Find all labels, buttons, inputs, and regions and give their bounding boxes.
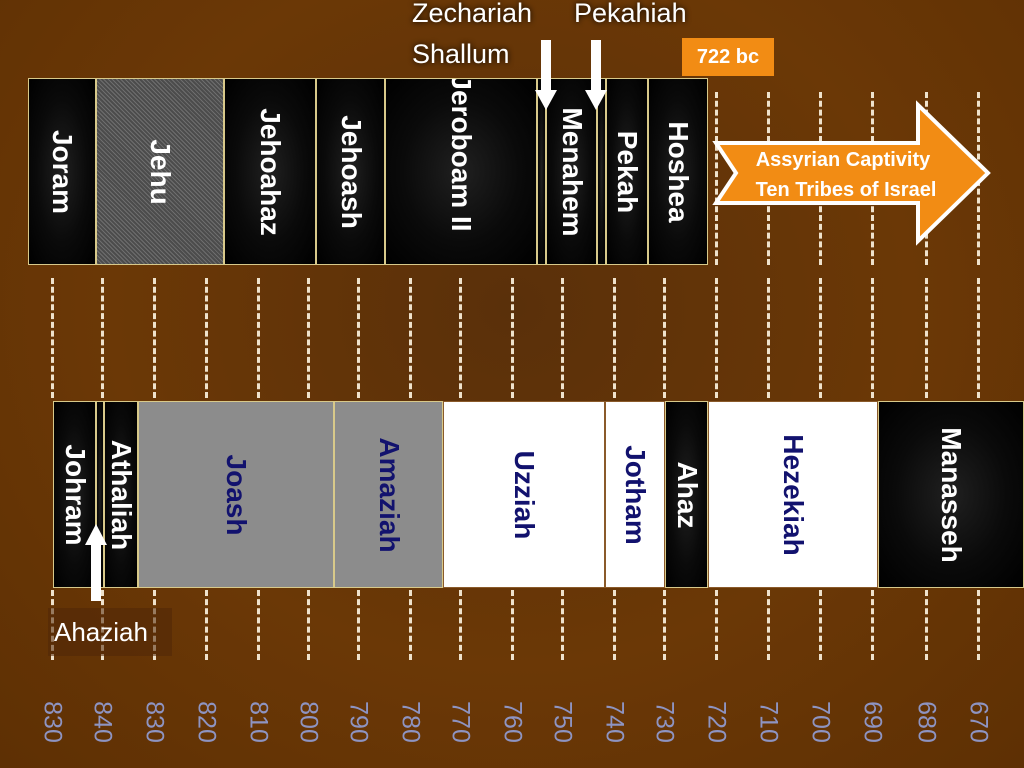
- axis-tick-label: 840: [88, 701, 117, 743]
- ahaziah-arrow: [85, 524, 107, 601]
- year-gridline: [51, 278, 54, 398]
- year-gridline: [663, 590, 666, 660]
- year-gridline: [925, 590, 928, 660]
- axis-tick-label: 700: [806, 701, 835, 743]
- year-gridline: [409, 278, 412, 398]
- year-gridline: [819, 278, 822, 398]
- year-gridline: [459, 590, 462, 660]
- axis-tick-label: 680: [912, 701, 941, 743]
- israel-king-block: Jeroboam II: [385, 78, 537, 265]
- year-gridline: [925, 278, 928, 398]
- axis-tick-label: 720: [702, 701, 731, 743]
- year-gridline: [409, 590, 412, 660]
- year-gridline: [101, 278, 104, 398]
- year-gridline: [153, 278, 156, 398]
- axis-tick-label: 730: [650, 701, 679, 743]
- year-gridline: [715, 92, 718, 265]
- axis-tick-label: 790: [344, 701, 373, 743]
- israel-king-block: Menahem: [546, 78, 597, 265]
- israel-king-block: [597, 78, 606, 265]
- axis-tick-label: 760: [498, 701, 527, 743]
- year-gridline: [767, 278, 770, 398]
- assyrian-captivity-arrow: Assyrian Captivity Ten Tribes of Israel: [712, 100, 991, 246]
- year-gridline: [511, 590, 514, 660]
- judah-king-block: Ahaz: [665, 401, 708, 588]
- captivity-line-2: Ten Tribes of Israel: [756, 179, 937, 201]
- year-gridline: [613, 278, 616, 398]
- year-gridline: [561, 590, 564, 660]
- year-gridline: [511, 278, 514, 398]
- year-gridline: [715, 590, 718, 660]
- axis-tick-label: 810: [244, 701, 273, 743]
- judah-king-block: Joash: [138, 401, 334, 588]
- year-gridline: [357, 278, 360, 398]
- zechariah-label: Zechariah: [412, 0, 533, 28]
- judah-king-block: Johram: [53, 401, 96, 588]
- year-gridline: [977, 278, 980, 398]
- year-gridline: [715, 278, 718, 398]
- israel-king-block: Pekah: [606, 78, 648, 265]
- judah-king-block: Hezekiah: [708, 401, 878, 588]
- axis-tick-label: 780: [396, 701, 425, 743]
- year-gridline: [307, 278, 310, 398]
- axis-tick-label: 710: [754, 701, 783, 743]
- axis-tick-label: 830: [38, 701, 67, 743]
- year-gridline: [977, 590, 980, 660]
- year-gridline: [205, 590, 208, 660]
- ahaziah-label: Ahaziah: [48, 608, 172, 656]
- axis-tick-label: 830: [140, 701, 169, 743]
- israel-king-block: Jehoahaz: [224, 78, 316, 265]
- year-gridline: [257, 278, 260, 398]
- year-gridline: [871, 278, 874, 398]
- judah-king-block: Uzziah: [443, 401, 605, 588]
- zechariah-shallum-arrow: [535, 40, 557, 110]
- israel-king-block: Jehoash: [316, 78, 385, 265]
- axis-tick-label: 800: [294, 701, 323, 743]
- year-gridline: [819, 590, 822, 660]
- year-gridline: [871, 590, 874, 660]
- judah-king-block: Manasseh: [878, 401, 1024, 588]
- shallum-label: Shallum: [412, 39, 510, 69]
- axis-tick-label: 740: [600, 701, 629, 743]
- pekahiah-arrow: [585, 40, 607, 110]
- year-gridline: [257, 590, 260, 660]
- pekahiah-label: Pekahiah: [574, 0, 687, 28]
- year-gridline: [561, 278, 564, 398]
- captivity-line-1: Assyrian Captivity: [756, 149, 931, 171]
- year-gridline: [613, 590, 616, 660]
- year-722-badge: 722 bc: [682, 38, 774, 76]
- israel-king-block: Hoshea: [648, 78, 708, 265]
- year-gridline: [459, 278, 462, 398]
- year-gridline: [767, 590, 770, 660]
- axis-tick-label: 820: [192, 701, 221, 743]
- axis-tick-label: 690: [858, 701, 887, 743]
- israel-king-block: Joram: [28, 78, 96, 265]
- axis-tick-label: 670: [964, 701, 993, 743]
- judah-king-block: Jotham: [605, 401, 665, 588]
- axis-tick-label: 750: [548, 701, 577, 743]
- year-gridline: [663, 278, 666, 398]
- year-gridline: [205, 278, 208, 398]
- year-gridline: [357, 590, 360, 660]
- judah-king-block: Amaziah: [334, 401, 443, 588]
- judah-king-block: Athaliah: [104, 401, 138, 588]
- axis-tick-label: 770: [446, 701, 475, 743]
- israel-king-block: Jehu: [96, 78, 224, 265]
- year-gridline: [307, 590, 310, 660]
